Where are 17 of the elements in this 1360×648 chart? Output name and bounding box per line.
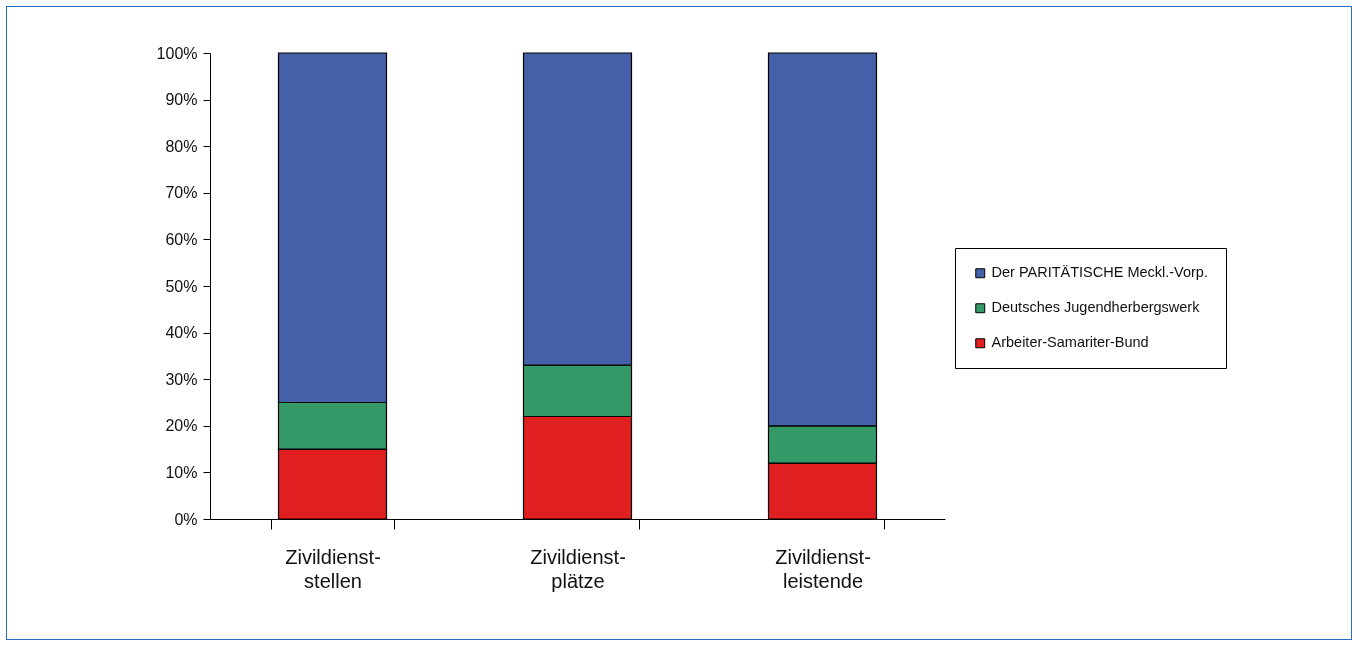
legend-label: Deutsches Jugendherbergswerk: [991, 299, 1201, 316]
y-tick-label: 50%: [165, 277, 198, 295]
y-tick-label: 0%: [174, 510, 198, 528]
y-tick-label: 30%: [165, 370, 198, 388]
y-tick-label: 100%: [156, 44, 198, 62]
legend-label: Der PARITÄTISCHE Meckl.-Vorp.: [991, 264, 1208, 281]
y-tick-label: 90%: [165, 91, 198, 109]
x-tick-label: Zivildienst- plätze: [530, 545, 626, 592]
y-tick-label: 20%: [165, 417, 198, 435]
y-tick-label: 40%: [165, 324, 198, 342]
y-tick-label: 10%: [165, 463, 198, 481]
y-tick-label: 70%: [165, 184, 198, 202]
legend-label: Arbeiter-Samariter-Bund: [991, 334, 1149, 351]
x-tick-label: Zivildienst- stellen: [285, 545, 381, 592]
y-tick-label: 60%: [165, 230, 198, 248]
y-tick-label: 80%: [165, 137, 198, 155]
x-tick-label: Zivildienst- leistende: [775, 545, 871, 592]
